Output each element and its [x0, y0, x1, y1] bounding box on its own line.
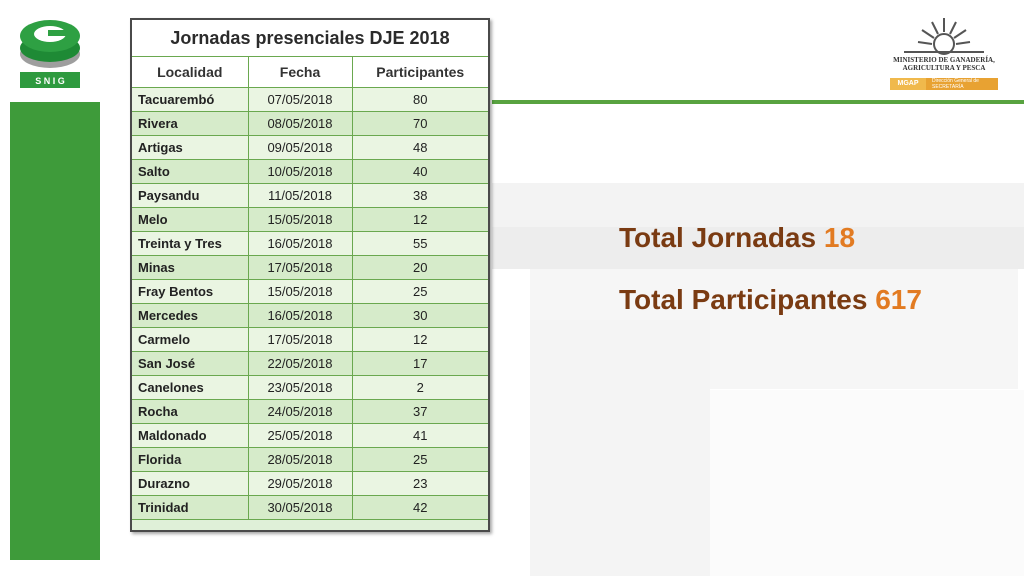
table-row: Tacuarembó 07/05/2018 80 [132, 87, 489, 112]
cell-participantes: 23 [351, 471, 489, 496]
cell-fecha: 16/05/2018 [247, 303, 352, 328]
cell-fecha: 23/05/2018 [247, 375, 352, 400]
mgap-short: MGAP [890, 78, 926, 90]
table-row: Maldonado 25/05/2018 41 [132, 423, 489, 448]
cell-localidad: Paysandu [132, 183, 248, 208]
cell-fecha: 15/05/2018 [247, 279, 352, 304]
cell-fecha: 25/05/2018 [247, 423, 352, 448]
total-participantes-value: 617 [875, 284, 922, 315]
total-jornadas-label: Total Jornadas [619, 222, 817, 253]
cell-fecha: 16/05/2018 [247, 231, 352, 256]
cell-participantes: 25 [351, 279, 489, 304]
cell-fecha: 07/05/2018 [247, 87, 352, 112]
table-row: Minas 17/05/2018 20 [132, 255, 489, 280]
cell-participantes: 70 [351, 111, 489, 136]
sun-emblem-icon [904, 18, 984, 55]
column-header-fecha: Fecha [247, 56, 352, 88]
cell-fecha: 09/05/2018 [247, 135, 352, 160]
cell-localidad: Minas [132, 255, 248, 280]
cell-localidad: Durazno [132, 471, 248, 496]
cell-participantes: 30 [351, 303, 489, 328]
background-band [710, 390, 1024, 576]
total-participantes-label: Total Participantes [619, 284, 868, 315]
table-row: Durazno 29/05/2018 23 [132, 471, 489, 496]
cell-localidad: Artigas [132, 135, 248, 160]
cell-participantes: 12 [351, 327, 489, 352]
cell-localidad: Carmelo [132, 327, 248, 352]
cell-localidad: Canelones [132, 375, 248, 400]
cell-participantes: 80 [351, 87, 489, 112]
cell-participantes: 12 [351, 207, 489, 232]
cell-fecha: 28/05/2018 [247, 447, 352, 472]
cell-participantes: 55 [351, 231, 489, 256]
mgap-sub: Dirección General de SECRETARÍA [932, 78, 979, 90]
cell-localidad: Florida [132, 447, 248, 472]
total-participantes: Total Participantes 617 [619, 284, 922, 316]
table-row: Treinta y Tres 16/05/2018 55 [132, 231, 489, 256]
cell-localidad: Fray Bentos [132, 279, 248, 304]
cell-localidad: Melo [132, 207, 248, 232]
table-row: Carmelo 17/05/2018 12 [132, 327, 489, 352]
cell-participantes: 25 [351, 447, 489, 472]
table-row: Mercedes 16/05/2018 30 [132, 303, 489, 328]
cell-participantes: 37 [351, 399, 489, 424]
cell-participantes: 2 [351, 375, 489, 400]
cell-participantes: 41 [351, 423, 489, 448]
cell-participantes: 17 [351, 351, 489, 376]
cell-fecha: 17/05/2018 [247, 255, 352, 280]
total-jornadas: Total Jornadas 18 [619, 222, 855, 254]
cell-participantes: 40 [351, 159, 489, 184]
cell-participantes: 42 [351, 495, 489, 520]
cell-fecha: 29/05/2018 [247, 471, 352, 496]
table-row: Fray Bentos 15/05/2018 25 [132, 279, 489, 304]
cell-participantes: 48 [351, 135, 489, 160]
table-row: Artigas 09/05/2018 48 [132, 135, 489, 160]
cell-localidad: Rivera [132, 111, 248, 136]
cell-localidad: San José [132, 351, 248, 376]
snig-logo: S N I G [14, 10, 86, 92]
jornadas-table: Jornadas presenciales DJE 2018 Localidad… [130, 18, 490, 532]
cell-localidad: Maldonado [132, 423, 248, 448]
cell-fecha: 08/05/2018 [247, 111, 352, 136]
cell-fecha: 15/05/2018 [247, 207, 352, 232]
table-title: Jornadas presenciales DJE 2018 [132, 20, 489, 57]
cell-fecha: 11/05/2018 [247, 183, 352, 208]
background-band [530, 320, 710, 576]
table-row: Canelones 23/05/2018 2 [132, 375, 489, 400]
mgap-bar: MGAP Dirección General de SECRETARÍA [890, 78, 998, 90]
column-header-participantes: Participantes [351, 56, 489, 88]
table-row: Trinidad 30/05/2018 42 [132, 495, 489, 520]
mgap-title: MINISTERIO DE GANADERÍA, AGRICULTURA Y P… [893, 56, 995, 72]
table-row: San José 22/05/2018 17 [132, 351, 489, 376]
column-header-localidad: Localidad [132, 56, 248, 88]
cell-fecha: 24/05/2018 [247, 399, 352, 424]
cell-localidad: Trinidad [132, 495, 248, 520]
cell-localidad: Mercedes [132, 303, 248, 328]
background-band [492, 227, 1024, 269]
total-jornadas-value: 18 [823, 222, 856, 253]
table-row: Rivera 08/05/2018 70 [132, 111, 489, 136]
table-row: Salto 10/05/2018 40 [132, 159, 489, 184]
cell-localidad: Rocha [132, 399, 248, 424]
cell-participantes: 20 [351, 255, 489, 280]
table-row: Florida 28/05/2018 25 [132, 447, 489, 472]
mgap-logo: MINISTERIO DE GANADERÍA, AGRICULTURA Y P… [884, 14, 1004, 92]
cell-fecha: 17/05/2018 [247, 327, 352, 352]
side-green-bar [10, 102, 100, 560]
cell-fecha: 22/05/2018 [247, 351, 352, 376]
snig-text: S N I G [35, 76, 65, 86]
cell-localidad: Treinta y Tres [132, 231, 248, 256]
background-band [492, 183, 1024, 227]
table-row: Rocha 24/05/2018 37 [132, 399, 489, 424]
cell-fecha: 30/05/2018 [247, 495, 352, 520]
table-row: Melo 15/05/2018 12 [132, 207, 489, 232]
cell-participantes: 38 [351, 183, 489, 208]
cell-localidad: Salto [132, 159, 248, 184]
table-row: Paysandu 11/05/2018 38 [132, 183, 489, 208]
header-divider [492, 100, 1024, 104]
cell-localidad: Tacuarembó [132, 87, 248, 112]
cell-fecha: 10/05/2018 [247, 159, 352, 184]
